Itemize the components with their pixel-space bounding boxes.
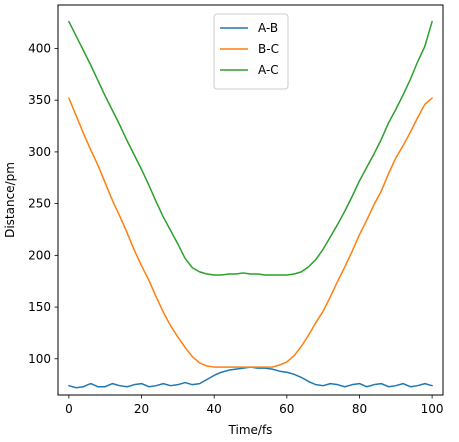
y-tick-label: 300 bbox=[28, 145, 51, 159]
series-line-a-b bbox=[68, 366, 433, 389]
x-tick-label: 80 bbox=[352, 402, 367, 416]
plot-frame bbox=[57, 4, 444, 396]
x-axis-ticks: 0 20 40 60 80 100 bbox=[65, 395, 444, 416]
x-tick-label: 0 bbox=[65, 402, 73, 416]
y-tick-label: 200 bbox=[28, 248, 51, 262]
y-tick-label: 400 bbox=[28, 41, 51, 55]
y-tick-label: 350 bbox=[28, 93, 51, 107]
legend-label-a-c: A-C bbox=[258, 63, 279, 77]
x-tick-label: 20 bbox=[134, 402, 149, 416]
legend-label-b-c: B-C bbox=[258, 42, 279, 56]
y-axis-label: Distance/pm bbox=[3, 162, 17, 238]
x-tick-label: 40 bbox=[207, 402, 222, 416]
plot-lines bbox=[68, 20, 433, 389]
y-axis-ticks: 100 150 200 250 300 350 400 bbox=[28, 41, 58, 366]
series-line-b-c bbox=[68, 97, 433, 368]
y-tick-label: 150 bbox=[28, 300, 51, 314]
series-line-a-c bbox=[68, 20, 433, 276]
x-axis-label: Time/fs bbox=[228, 423, 273, 437]
x-tick-label: 60 bbox=[279, 402, 294, 416]
y-tick-label: 100 bbox=[28, 352, 51, 366]
legend-label-a-b: A-B bbox=[258, 21, 278, 35]
legend: A-B B-C A-C bbox=[213, 13, 289, 90]
x-tick-label: 100 bbox=[421, 402, 444, 416]
y-tick-label: 250 bbox=[28, 197, 51, 211]
